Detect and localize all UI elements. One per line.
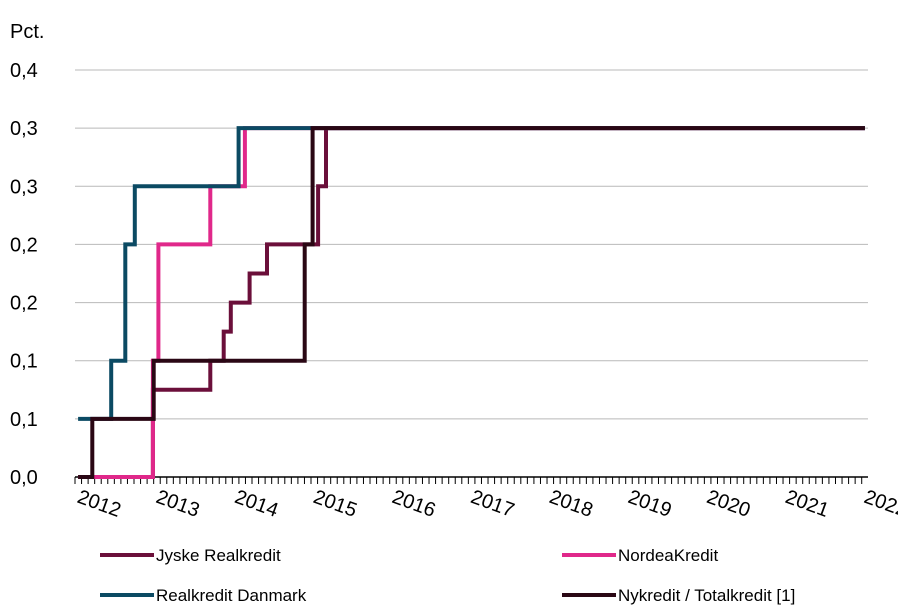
y-tick-label: 0,2 <box>10 234 38 256</box>
x-axis <box>74 476 868 484</box>
series-line-2 <box>78 126 865 421</box>
x-tick-label: 2012 <box>74 486 123 522</box>
series-lines <box>78 126 865 479</box>
x-tick-label: 2020 <box>704 486 753 522</box>
legend-label-3: Nykredit / Totalkredit [1] <box>618 586 795 605</box>
series-line-0 <box>78 126 865 479</box>
x-tick-label: 2021 <box>782 486 831 522</box>
series-line-3 <box>78 126 865 479</box>
legend-label-2: Realkredit Danmark <box>156 586 307 605</box>
x-tick-label: 2014 <box>232 486 281 522</box>
y-tick-label: 0,0 <box>10 467 38 489</box>
y-tick-label: 0,2 <box>10 293 38 315</box>
x-tick-label: 2017 <box>468 486 517 522</box>
y-tick-label: 0,3 <box>10 118 38 140</box>
legend-label-1: NordeaKredit <box>618 546 718 565</box>
legend: Jyske Realkredit NordeaKredit Realkredit D… <box>100 546 795 605</box>
x-tick-labels: 2012 2013 2014 2015 2016 2017 2018 2019 2020 2021… <box>74 486 898 522</box>
x-tick-label: 2016 <box>389 486 438 522</box>
x-tick-label: 2019 <box>625 486 674 522</box>
y-axis-unit-label: Pct. <box>10 21 44 43</box>
y-tick-label: 0,3 <box>10 176 38 198</box>
legend-label-0: Jyske Realkredit <box>156 546 281 565</box>
y-tick-label: 0,1 <box>10 409 38 431</box>
x-tick-label: 2015 <box>310 486 359 522</box>
x-tick-label: 2013 <box>153 486 202 522</box>
y-tick-label: 0,1 <box>10 351 38 373</box>
y-tick-label: 0,4 <box>10 60 38 82</box>
x-tick-label: 2022 <box>861 486 898 522</box>
y-tick-labels: 0,0 0,1 0,1 0,2 0,2 0,3 0,3 0,4 <box>10 60 38 489</box>
x-tick-label: 2018 <box>546 486 595 522</box>
